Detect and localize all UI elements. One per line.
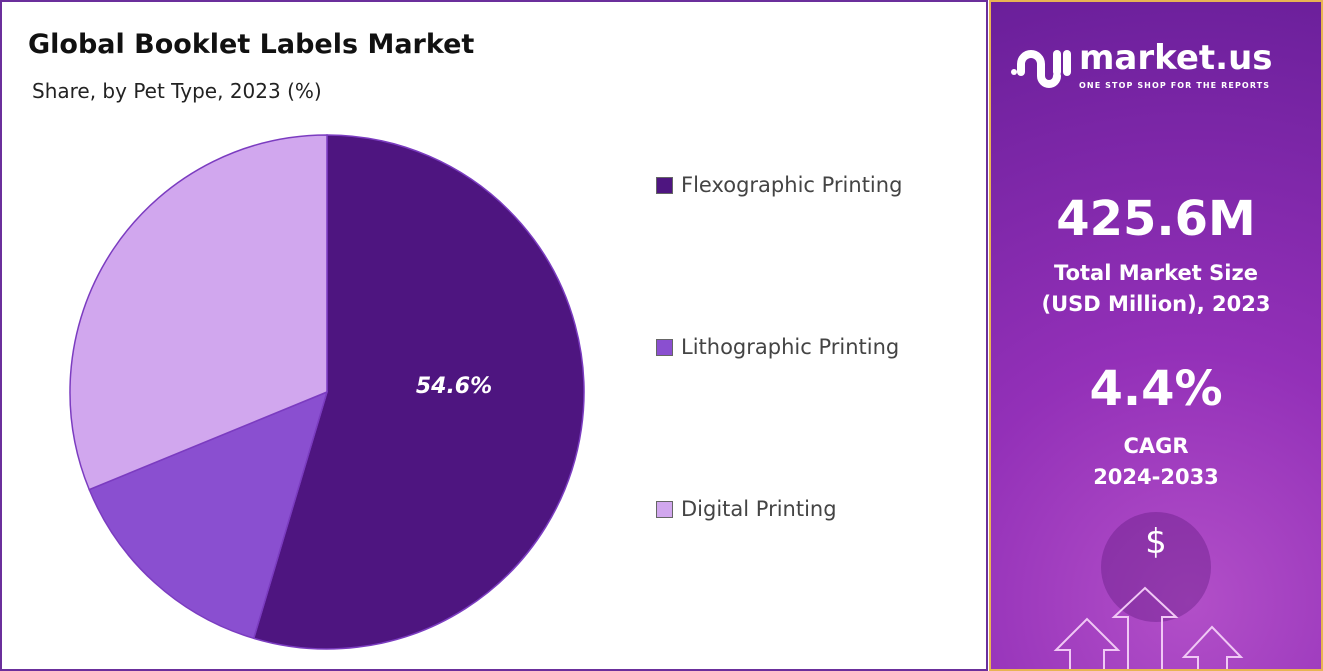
legend-swatch — [656, 338, 673, 356]
brand-name: market.us — [1079, 38, 1273, 78]
chart-subtitle: Share, by Pet Type, 2023 (%) — [32, 79, 322, 103]
market-size-label: Total Market Size — [1054, 261, 1258, 285]
cagr-label: CAGR — [1123, 434, 1189, 458]
brand-tagline: ONE STOP SHOP FOR THE REPORTS — [1079, 81, 1271, 90]
legend-label: Lithographic Printing — [681, 335, 900, 359]
pie-chart: 54.6% — [69, 134, 585, 650]
pie-slice-flexographic-printing — [252, 134, 585, 650]
logo-icon — [1011, 49, 1071, 88]
legend-item: Digital Printing — [656, 496, 837, 522]
market-size-value: 425.6M — [1056, 191, 1256, 247]
cagr-value: 4.4% — [1089, 361, 1223, 417]
legend-label: Digital Printing — [681, 497, 837, 521]
legend-swatch — [656, 500, 673, 518]
summary-panel: market.us ONE STOP SHOP FOR THE REPORTS … — [989, 0, 1323, 671]
coin-decoration — [1101, 512, 1211, 622]
chart-panel: Global Booklet Labels Market Share, by P… — [0, 0, 988, 671]
legend-item: Flexographic Printing — [656, 172, 902, 198]
legend-swatch — [656, 176, 673, 194]
market-us-logo: market.us ONE STOP SHOP FOR THE REPORTS — [1011, 38, 1273, 91]
legend-item: Lithographic Printing — [656, 334, 899, 360]
growth-arrows-icon — [1053, 586, 1244, 669]
pie-slice-digital-printing — [69, 134, 328, 491]
cagr-period: 2024-2033 — [1093, 465, 1219, 489]
legend-label: Flexographic Printing — [681, 173, 903, 197]
dollar-icon: $ — [1145, 522, 1167, 562]
chart-title: Global Booklet Labels Market — [28, 29, 475, 60]
pie-slice-lithographic-printing — [88, 390, 329, 640]
market-size-unit: (USD Million), 2023 — [1041, 292, 1271, 316]
data-label: 54.6% — [416, 374, 492, 399]
